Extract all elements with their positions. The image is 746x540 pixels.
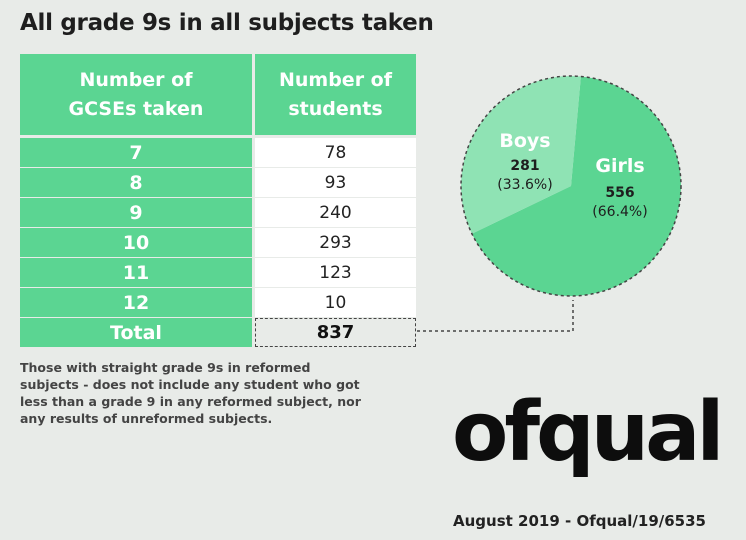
header-gcses-taken: Number of GCSEs taken xyxy=(20,54,252,135)
pie-slice-girls xyxy=(471,76,681,296)
students-cell: 78 xyxy=(255,138,416,167)
students-cell: 240 xyxy=(255,198,416,227)
gcses-cell: 10 xyxy=(20,228,252,257)
gcses-cell: 9 xyxy=(20,198,252,227)
boys-percent: (33.6%) xyxy=(497,177,552,193)
boys-count: 281 xyxy=(510,158,539,174)
pie-slice-boys xyxy=(460,75,581,234)
header-gcses-line-1: Number of xyxy=(79,68,193,91)
students-cell: 293 xyxy=(255,228,416,257)
girls-count: 556 xyxy=(605,185,634,201)
students-cell: 93 xyxy=(255,168,416,197)
gcses-cell: 8 xyxy=(20,168,252,197)
gcses-cell: 11 xyxy=(20,258,252,287)
header-gcses-line-2: GCSEs taken xyxy=(68,97,204,120)
total-value: 837 xyxy=(255,318,416,347)
pie-outline xyxy=(460,75,682,297)
gcses-cell: 12 xyxy=(20,288,252,317)
footer-reference: August 2019 - Ofqual/19/6535 xyxy=(453,512,706,530)
girls-percent: (66.4%) xyxy=(592,204,647,220)
boys-label: Boys xyxy=(499,130,550,152)
connector-line xyxy=(417,300,574,332)
girls-label: Girls xyxy=(595,155,644,177)
gcses-cell: 7 xyxy=(20,138,252,167)
students-cell: 123 xyxy=(255,258,416,287)
header-number-of-students: Number of students xyxy=(255,54,416,135)
ofqual-logo: ofqual xyxy=(452,385,725,480)
header-students-line-1: Number of xyxy=(278,68,393,91)
header-students-line-2: students xyxy=(288,97,383,120)
chart-title: All grade 9s in all subjects taken xyxy=(20,10,434,36)
students-cell: 10 xyxy=(255,288,416,317)
total-label: Total xyxy=(20,318,252,347)
footnote: Those with straight grade 9s in reformed… xyxy=(20,360,361,426)
